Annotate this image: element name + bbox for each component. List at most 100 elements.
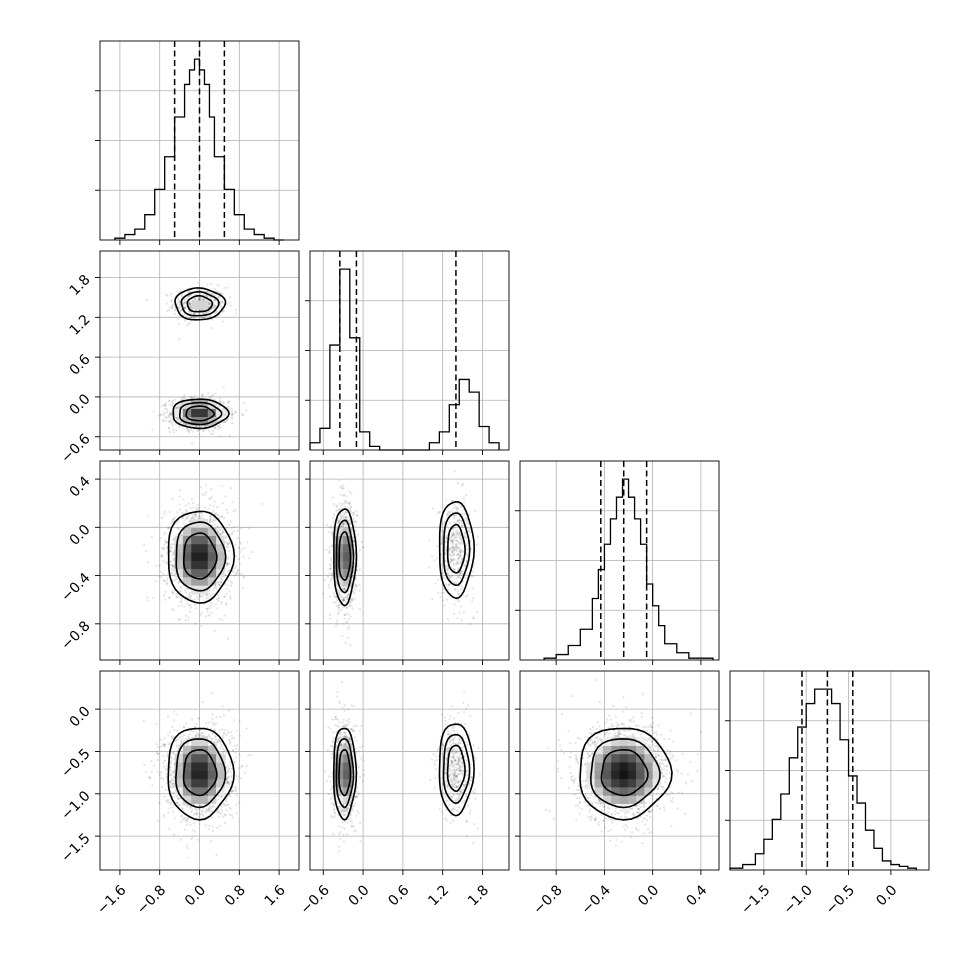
scatter-point	[211, 293, 214, 296]
scatter-point	[218, 423, 222, 427]
scatter-point	[342, 587, 345, 590]
scatter-point	[179, 590, 183, 593]
scatter-point	[204, 425, 207, 428]
scatter-point	[168, 560, 172, 564]
scatter-point	[183, 605, 186, 608]
scatter-point	[446, 572, 449, 576]
scatter-point	[217, 517, 221, 520]
scatter-point	[458, 550, 462, 553]
scatter-point	[438, 510, 441, 514]
scatter-point	[453, 568, 456, 571]
scatter-point	[227, 405, 230, 409]
scatter-point	[188, 302, 191, 305]
scatter-point	[210, 487, 213, 491]
scatter-point	[170, 412, 173, 415]
scatter-point	[345, 594, 349, 597]
scatter-point	[453, 539, 456, 542]
scatter-point	[349, 510, 352, 513]
scatter-point	[171, 591, 174, 595]
scatter-point	[217, 597, 220, 600]
scatter-point	[198, 298, 201, 301]
scatter-point	[188, 595, 191, 598]
scatter-point	[230, 527, 233, 530]
scatter-point	[231, 412, 234, 415]
scatter-point	[166, 294, 169, 297]
scatter-point	[225, 418, 229, 422]
scatter-point	[221, 532, 224, 535]
scatter-point	[196, 838, 199, 841]
scatter-point	[224, 582, 227, 586]
scatter-point	[161, 516, 164, 520]
scatter-point	[176, 417, 179, 420]
scatter-point	[146, 515, 149, 518]
scatter-point	[198, 813, 201, 816]
scatter-point	[190, 316, 193, 319]
density-cell	[207, 543, 217, 553]
scatter-point	[444, 545, 448, 549]
scatter-point	[436, 512, 439, 515]
scatter-point	[178, 589, 181, 592]
scatter-point	[342, 486, 345, 489]
scatter-point	[152, 596, 155, 600]
scatter-point	[178, 503, 181, 506]
contour-line	[333, 508, 358, 607]
scatter-point	[178, 425, 181, 429]
scatter-point	[171, 564, 174, 567]
scatter-point	[167, 526, 170, 529]
scatter-point	[208, 301, 211, 304]
scatter-point	[428, 539, 431, 542]
scatter-point	[215, 716, 218, 719]
scatter-point	[232, 526, 236, 529]
scatter-point	[465, 519, 468, 522]
scatter-point	[164, 402, 168, 405]
scatter-point	[209, 604, 212, 608]
scatter-point	[458, 556, 461, 559]
density-panel	[95, 460, 300, 665]
scatter-point	[209, 520, 212, 523]
scatter-point	[452, 549, 456, 552]
scatter-point	[230, 582, 234, 585]
scatter-point	[180, 421, 183, 424]
scatter-point	[331, 545, 334, 548]
scatter-point	[340, 504, 343, 507]
scatter-point	[229, 580, 232, 583]
scatter-point	[457, 575, 460, 579]
scatter-point	[171, 404, 174, 407]
scatter-point	[355, 521, 358, 524]
scatter-point	[184, 589, 187, 592]
scatter-point	[343, 587, 346, 591]
scatter-point	[234, 564, 237, 568]
scatter-point	[177, 520, 180, 523]
scatter-point	[352, 569, 356, 572]
scatter-point	[157, 414, 161, 417]
scatter-point	[158, 564, 161, 567]
scatter-point	[437, 591, 440, 594]
scatter-point	[216, 283, 219, 286]
scatter-point	[187, 429, 191, 432]
scatter-point	[204, 428, 207, 431]
scatter-point	[209, 515, 212, 518]
scatter-point	[199, 315, 202, 319]
scatter-point	[236, 537, 240, 540]
scatter-point	[327, 575, 330, 578]
scatter-point	[457, 546, 460, 550]
scatter-point	[169, 772, 173, 775]
scatter-point	[189, 596, 192, 600]
scatter-point	[336, 599, 339, 602]
density-cell	[199, 300, 209, 310]
scatter-point	[453, 533, 456, 537]
scatter-point	[458, 549, 461, 552]
scatter-point	[199, 298, 202, 302]
scatter-point	[358, 589, 361, 592]
scatter-point	[428, 566, 431, 569]
scatter-point	[207, 392, 210, 395]
scatter-point	[452, 507, 455, 510]
scatter-point	[178, 405, 181, 409]
scatter-point	[199, 613, 202, 616]
scatter-point	[189, 428, 192, 431]
scatter-point	[210, 282, 213, 285]
scatter-point	[340, 519, 343, 522]
scatter-point	[178, 508, 181, 511]
scatter-point	[242, 413, 245, 416]
scatter-point	[170, 413, 173, 416]
